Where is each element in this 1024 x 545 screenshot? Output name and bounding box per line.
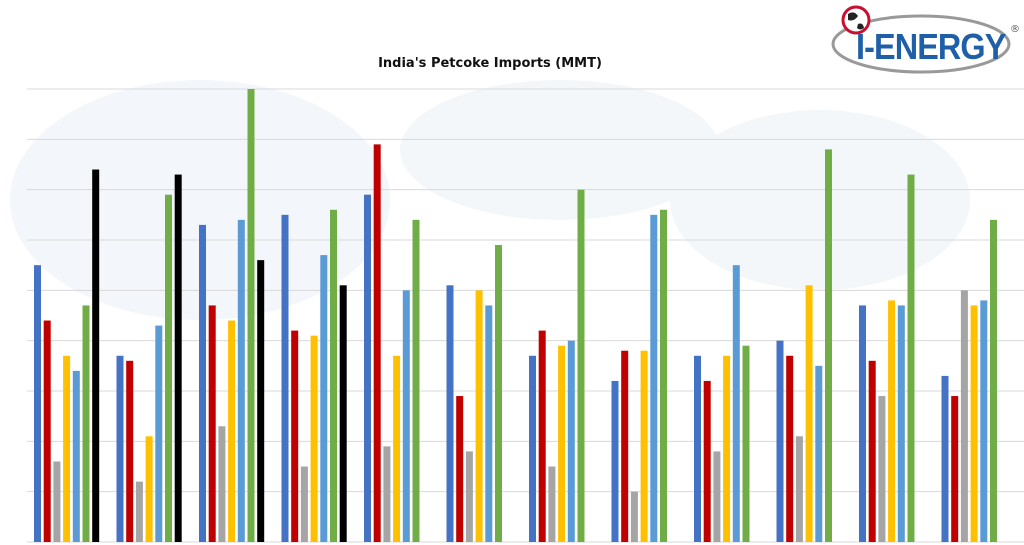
bar-3-5 xyxy=(237,219,245,542)
bar-10-3 xyxy=(795,436,803,542)
bar-6-4 xyxy=(475,290,483,542)
bar-11-6 xyxy=(907,174,915,543)
bar-4-4 xyxy=(310,335,318,542)
bar-4-6 xyxy=(330,209,337,543)
bar-6-2 xyxy=(456,396,464,542)
bar-3-7 xyxy=(257,260,265,542)
bar-2-3 xyxy=(135,481,143,542)
bar-11-3 xyxy=(878,396,886,542)
bar-1-4 xyxy=(63,355,71,542)
chart-title: India's Petcoke Imports (MMT) xyxy=(378,56,602,71)
bar-6-5 xyxy=(485,305,493,542)
bar-4-5 xyxy=(320,255,328,542)
bar-10-6 xyxy=(825,149,832,542)
bar-6-1 xyxy=(446,285,454,542)
bar-10-1 xyxy=(776,340,784,542)
bar-9-4 xyxy=(723,355,731,542)
bar-1-1 xyxy=(34,265,41,542)
bar-12-5 xyxy=(980,300,988,542)
bar-12-6 xyxy=(990,219,997,542)
bar-2-5 xyxy=(155,325,163,542)
bar-4-3 xyxy=(300,466,308,542)
bar-9-1 xyxy=(694,355,701,542)
bar-2-4 xyxy=(145,436,153,542)
bar-5-2 xyxy=(373,144,381,542)
bar-7-3 xyxy=(548,466,556,542)
bar-5-3 xyxy=(383,446,391,542)
bar-8-5 xyxy=(650,214,658,543)
bar-5-6 xyxy=(412,219,420,542)
bar-8-1 xyxy=(611,380,619,542)
bar-11-4 xyxy=(888,300,896,542)
bar-6-3 xyxy=(465,451,473,542)
bar-6-6 xyxy=(495,245,502,543)
bar-12-1 xyxy=(941,375,949,542)
bar-12-3 xyxy=(960,290,968,542)
i-energy-logo: I-ENERGY ® xyxy=(826,4,1024,78)
bar-11-1 xyxy=(859,305,866,542)
bar-2-2 xyxy=(126,360,134,542)
bar-10-5 xyxy=(815,365,823,542)
bar-11-2 xyxy=(868,360,876,542)
bar-3-2 xyxy=(208,305,216,542)
bar-7-5 xyxy=(567,340,575,542)
bar-1-3 xyxy=(53,461,61,542)
bar-2-6 xyxy=(165,194,172,542)
bar-5-5 xyxy=(402,290,410,542)
bar-9-6 xyxy=(742,345,750,542)
bar-1-2 xyxy=(43,320,51,542)
bar-1-5 xyxy=(72,370,80,542)
bar-10-2 xyxy=(786,355,794,542)
bar-8-3 xyxy=(630,491,638,542)
bar-1-7 xyxy=(92,169,100,543)
bar-4-7 xyxy=(339,285,347,542)
bar-12-4 xyxy=(970,305,978,542)
bar-5-4 xyxy=(393,355,401,542)
bar-8-2 xyxy=(621,350,629,542)
globe-swoosh-icon xyxy=(831,5,1011,74)
bar-2-1 xyxy=(116,355,124,542)
registered-mark: ® xyxy=(1010,24,1020,35)
bar-11-5 xyxy=(897,305,905,542)
bar-7-6 xyxy=(577,189,585,542)
bar-5-1 xyxy=(364,194,371,542)
bar-4-1 xyxy=(281,214,289,543)
bar-8-4 xyxy=(640,350,648,542)
bar-9-2 xyxy=(703,380,711,542)
bar-3-6 xyxy=(247,89,255,542)
bar-9-5 xyxy=(732,265,740,542)
bar-3-1 xyxy=(199,224,206,542)
bar-4-2 xyxy=(291,330,299,542)
bar-7-2 xyxy=(538,330,546,542)
bar-2-7 xyxy=(174,174,182,543)
bar-9-3 xyxy=(713,451,721,542)
bar-1-6 xyxy=(82,305,90,542)
bar-7-1 xyxy=(529,355,536,542)
bar-3-3 xyxy=(218,426,226,542)
bar-3-4 xyxy=(228,320,236,542)
bar-8-6 xyxy=(660,209,667,543)
bar-12-2 xyxy=(951,396,959,542)
bar-7-4 xyxy=(558,345,566,542)
logo-text: I-ENERGY xyxy=(856,26,1006,67)
bar-10-4 xyxy=(805,285,813,542)
